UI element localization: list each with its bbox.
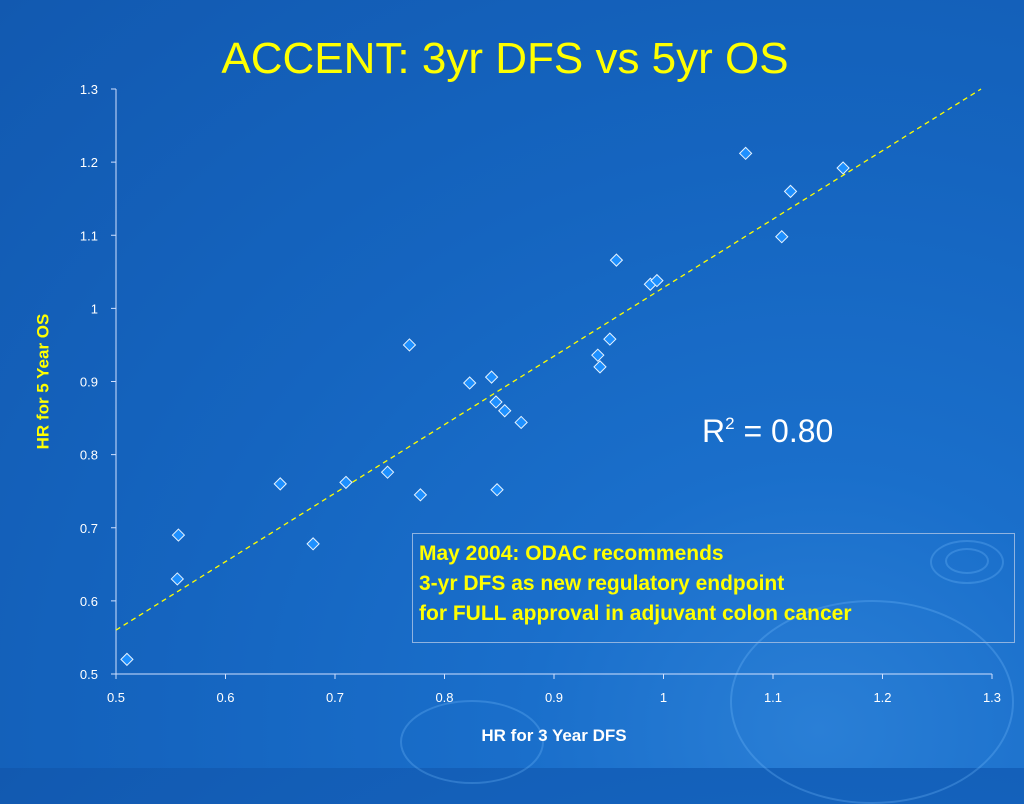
data-point <box>484 370 499 384</box>
note-line: May 2004: ODAC recommends <box>419 542 724 565</box>
x-tick-label: 1.3 <box>983 690 1001 705</box>
data-point <box>306 537 320 551</box>
odac-note-box: May 2004: ODAC recommends 3-yr DFS as ne… <box>412 533 1015 643</box>
data-point <box>120 652 134 667</box>
x-tick-label: 1 <box>660 690 667 705</box>
chart-ticks: 0.5 0.6 0.7 0.8 0.9 1 1.1 1.2 1.3 0.5 0.6 0.7 0.8 0.9… <box>80 82 1001 705</box>
y-tick-label: 1.1 <box>80 228 98 243</box>
y-tick-label: 1.2 <box>80 155 98 170</box>
y-tick-label: 0.9 <box>80 375 98 390</box>
data-point <box>593 360 607 374</box>
note-line: 3-yr DFS as new regulatory endpoint <box>419 572 785 595</box>
data-point <box>498 404 512 418</box>
data-point <box>836 161 850 175</box>
data-point <box>783 184 798 199</box>
data-point <box>603 332 617 346</box>
data-point <box>462 376 477 390</box>
x-tick-label: 0.9 <box>545 690 563 705</box>
y-tick-label: 0.6 <box>80 594 98 609</box>
trendline <box>115 88 982 631</box>
data-point <box>650 273 664 288</box>
data-points <box>120 146 850 667</box>
r-squared-exponent: 2 <box>725 414 735 433</box>
r-squared-base: R <box>702 413 726 449</box>
data-point <box>609 253 624 267</box>
note-line: for FULL approval in adjuvant colon canc… <box>419 602 852 625</box>
ripple-decoration <box>945 548 989 574</box>
r-squared-label: R2 = 0.80 <box>702 413 833 450</box>
scatter-chart: 0.5 0.6 0.7 0.8 0.9 1 1.1 1.2 1.3 0.5 0.6 0.7 0.8 0.9… <box>33 82 1001 745</box>
y-tick-label: 1.3 <box>80 82 98 97</box>
data-point <box>273 477 287 491</box>
data-point <box>170 572 185 586</box>
data-point <box>591 348 605 362</box>
x-tick-label: 0.6 <box>216 690 234 705</box>
x-tick-label: 0.8 <box>435 690 453 705</box>
y-tick-label: 0.8 <box>80 448 98 463</box>
data-point <box>171 528 186 542</box>
y-tick-label: 0.7 <box>80 521 98 536</box>
data-point <box>514 415 528 430</box>
x-tick-label: 0.5 <box>107 690 125 705</box>
y-tick-label: 0.5 <box>80 667 98 682</box>
y-tick-label: 1 <box>91 301 98 316</box>
data-point <box>775 230 789 244</box>
x-tick-label: 0.7 <box>326 690 344 705</box>
data-point <box>402 338 417 352</box>
x-tick-label: 1.2 <box>873 690 891 705</box>
slide-title: ACCENT: 3yr DFS vs 5yr OS <box>221 34 789 83</box>
r-squared-value: = 0.80 <box>734 413 834 449</box>
data-point <box>413 488 428 502</box>
ripple-decoration <box>930 540 1004 584</box>
data-point <box>738 146 753 161</box>
data-point <box>380 465 395 479</box>
data-point <box>490 483 504 497</box>
data-point <box>339 475 353 490</box>
data-point <box>489 395 503 409</box>
y-axis-label: HR for 5 Year OS <box>33 314 52 450</box>
x-axis-label: HR for 3 Year DFS <box>481 726 626 745</box>
x-tick-label: 1.1 <box>764 690 782 705</box>
